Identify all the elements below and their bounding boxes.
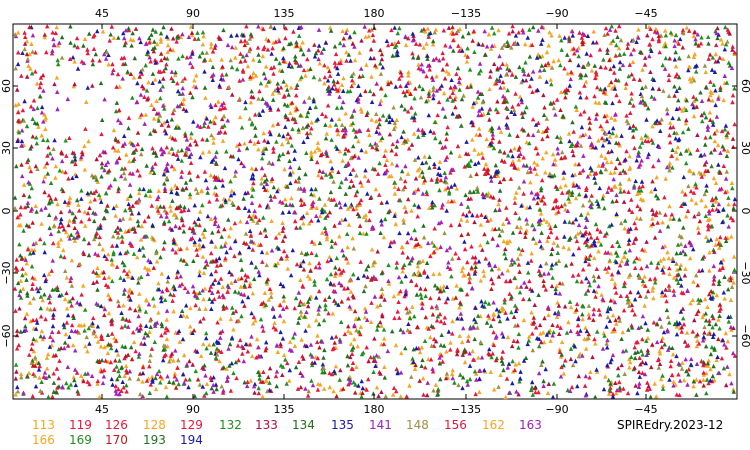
y-tick-label-right: −60: [739, 324, 750, 347]
x-tick-label-top: 180: [364, 7, 385, 20]
x-tick-label-top: 135: [274, 7, 295, 20]
y-tick-label-left: −30: [0, 261, 13, 284]
x-tick-label-top: −45: [634, 7, 657, 20]
x-tick-label-top: 45: [95, 7, 109, 20]
map-frame: [12, 23, 738, 400]
x-tick-label-bottom: 90: [186, 403, 200, 416]
x-tick-label-bottom: 45: [95, 403, 109, 416]
axis-ticks: 45 90 135 180 −135 −90 −45 45 90 135 180 −135 −90 −45…: [0, 7, 750, 416]
x-tick-label-bottom: −45: [634, 403, 657, 416]
y-tick-label-right: 0: [739, 208, 750, 215]
y-tick-label-right: 30: [739, 141, 750, 155]
station-points: [12, 23, 738, 400]
x-tick-label-bottom: 180: [364, 403, 385, 416]
y-tick-label-left: 60: [0, 79, 13, 93]
y-tick-label-left: 0: [0, 208, 13, 215]
y-tick-label-left: 30: [0, 141, 13, 155]
x-tick-label-bottom: −90: [545, 403, 568, 416]
x-tick-label-top: −90: [545, 7, 568, 20]
x-tick-label-bottom: 135: [274, 403, 295, 416]
x-tick-label-bottom: −135: [451, 403, 481, 416]
y-tick-label-left: −60: [0, 324, 13, 347]
x-tick-label-top: −135: [451, 7, 481, 20]
x-tick-label-top: 90: [186, 7, 200, 20]
station-marker-group: [12, 23, 738, 399]
y-tick-label-right: −30: [739, 261, 750, 284]
y-tick-label-right: 60: [739, 79, 750, 93]
